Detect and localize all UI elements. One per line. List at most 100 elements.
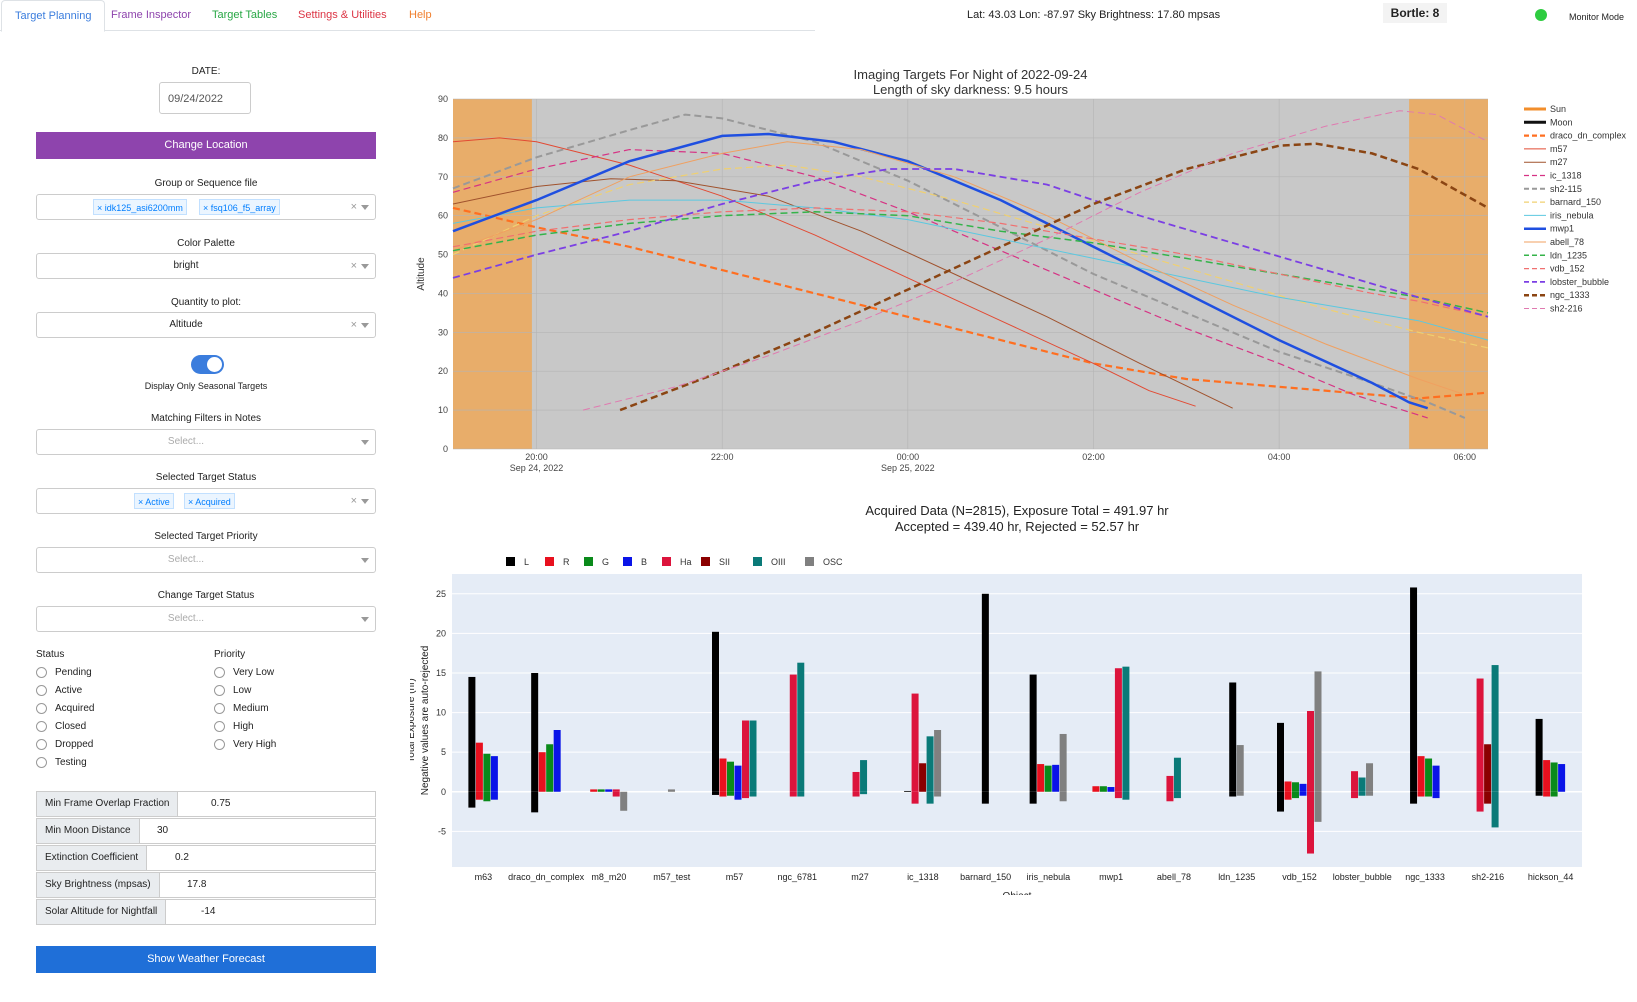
series-line-m27 [452, 178, 1233, 409]
bar-rejected-G-vdb_152 [1292, 791, 1299, 799]
seasonal-toggle[interactable] [191, 355, 224, 374]
priority-radio-high[interactable]: High [214, 720, 254, 734]
bar-rejected-OSC-vdb_152 [1314, 791, 1322, 822]
legend-label: ic_1318 [1550, 171, 1582, 181]
bar-rejected-G-m63 [483, 791, 491, 802]
tab-target-planning[interactable]: Target Planning [1, 0, 106, 32]
priority-radio-low[interactable]: Low [214, 684, 251, 698]
status-chip-acquired[interactable]: × Acquired [184, 493, 235, 509]
bar-rejected-B-m63 [490, 791, 498, 800]
bar-rejected-B-vdb_152 [1299, 791, 1307, 796]
clear-icon[interactable]: × [350, 319, 357, 331]
y-tick-label: 60 [438, 211, 448, 221]
tab-settings-utilities[interactable]: Settings & Utilities [298, 9, 387, 21]
bar-R-iris_nebula [1037, 764, 1045, 792]
legend-swatch [506, 557, 515, 566]
bar-OSC-iris_nebula [1059, 733, 1067, 792]
quantity-select[interactable]: Altitude × [36, 312, 376, 338]
bar-rejected-R-m57 [719, 791, 727, 797]
field-label: Min Moon Distance [37, 819, 140, 843]
change-location-button[interactable]: Change Location [36, 132, 376, 159]
x-tick-label: m27 [851, 872, 869, 882]
radio-label: Testing [55, 757, 87, 768]
status-radio-pending[interactable]: Pending [36, 666, 92, 680]
date-input[interactable]: 09/24/2022 [159, 82, 251, 114]
legend-swatch [623, 557, 632, 566]
priority-radio-very-high[interactable]: Very High [214, 738, 276, 752]
status-radio-dropped[interactable]: Dropped [36, 738, 93, 752]
clear-icon[interactable]: × [350, 201, 357, 213]
bar-rejected-OIII-ngc_6781 [797, 791, 805, 797]
bar-B-vdb_152 [1299, 783, 1307, 792]
legend-label: G [602, 557, 609, 567]
chevron-down-icon[interactable] [361, 205, 369, 210]
tab-frame-inspector[interactable]: Frame Inspector [111, 9, 192, 21]
radio-circle-icon [36, 738, 47, 750]
radio-circle-icon [214, 702, 225, 714]
chevron-down-icon[interactable] [361, 323, 369, 328]
weather-forecast-button[interactable]: Show Weather Forecast [36, 946, 376, 973]
chevron-down-icon[interactable] [361, 617, 369, 622]
legend-label: R [563, 557, 570, 567]
bar-rejected-R-ngc_1333 [1417, 791, 1425, 797]
quantity-label: Quantity to plot: [170, 297, 242, 308]
group-chip-2[interactable]: × fsq106_f5_array [199, 199, 280, 215]
change-status-select[interactable]: Select... [36, 606, 376, 632]
group-chip-1[interactable]: × idk125_asi6200mm [93, 199, 187, 215]
bar-G-draco_dn_complex [546, 744, 554, 792]
field-row: Solar Altitude for Nightfall -14 [36, 899, 376, 925]
clear-icon[interactable]: × [350, 495, 357, 507]
priority-radio-very-low[interactable]: Very Low [214, 666, 274, 680]
field-input[interactable]: 0.2 [175, 852, 189, 863]
status-radio-acquired[interactable]: Acquired [36, 702, 94, 716]
x-tick-sublabel: Sep 24, 2022 [510, 463, 564, 473]
series-line-abell_78 [452, 141, 1465, 396]
radio-label: Low [233, 685, 252, 696]
status-radio-testing[interactable]: Testing [36, 756, 87, 770]
status-radio-active[interactable]: Active [36, 684, 82, 698]
bar-rejected-OSC-ldn_1235 [1236, 791, 1244, 796]
field-input[interactable]: 17.8 [187, 879, 207, 890]
priority-radio-medium[interactable]: Medium [214, 702, 269, 716]
field-input[interactable]: 0.75 [211, 798, 231, 809]
status-select[interactable]: × Active × Acquired × [36, 488, 376, 514]
bar-G-m57 [727, 761, 734, 792]
bar-L-vdb_152 [1277, 722, 1284, 792]
bar-rejected-Ha-m8_m20 [612, 791, 620, 797]
field-row: Min Frame Overlap Fraction 0.75 [36, 791, 376, 817]
status-radio-closed[interactable]: Closed [36, 720, 86, 734]
field-input[interactable]: -14 [201, 906, 216, 917]
bar-rejected-OSC-ic_1318 [934, 791, 942, 797]
chevron-down-icon[interactable] [361, 499, 369, 504]
bar-L-m57 [712, 631, 719, 792]
x-tick-label: 20:00 [525, 452, 548, 462]
palette-select[interactable]: bright × [36, 253, 376, 279]
chevron-down-icon[interactable] [361, 440, 369, 445]
bar-B-mwp1 [1107, 787, 1115, 792]
bar-Ha-ic_1318 [911, 693, 919, 792]
clear-icon[interactable]: × [350, 260, 357, 272]
legend-swatch [753, 557, 762, 566]
legend-label: OSC [823, 557, 843, 567]
legend-swatch [545, 557, 554, 566]
bar-OIII-lobster_bubble [1358, 777, 1366, 792]
chevron-down-icon[interactable] [361, 264, 369, 269]
group-select[interactable]: × idk125_asi6200mm × fsq106_f5_array × [36, 194, 376, 220]
filters-select[interactable]: Select... [36, 429, 376, 455]
field-input[interactable]: 30 [157, 825, 169, 836]
radio-circle-icon [36, 756, 47, 768]
legend-label: OIII [771, 557, 786, 567]
bar-L-m63 [468, 676, 476, 792]
tab-target-tables[interactable]: Target Tables [212, 9, 278, 21]
bar-rejected-B-ngc_1333 [1432, 791, 1440, 799]
bar-G-mwp1 [1099, 786, 1107, 792]
bar-rejected-Ha-m57 [742, 791, 749, 799]
field-label: Min Frame Overlap Fraction [37, 792, 179, 816]
x-tick-label: abell_78 [1157, 872, 1191, 882]
x-tick-label: m8_m20 [591, 872, 626, 882]
tab-help[interactable]: Help [409, 9, 432, 21]
priority-select[interactable]: Select... [36, 547, 376, 573]
status-chip-active[interactable]: × Active [134, 493, 174, 509]
chevron-down-icon[interactable] [361, 558, 369, 563]
bar-Ha-m57 [742, 720, 749, 792]
